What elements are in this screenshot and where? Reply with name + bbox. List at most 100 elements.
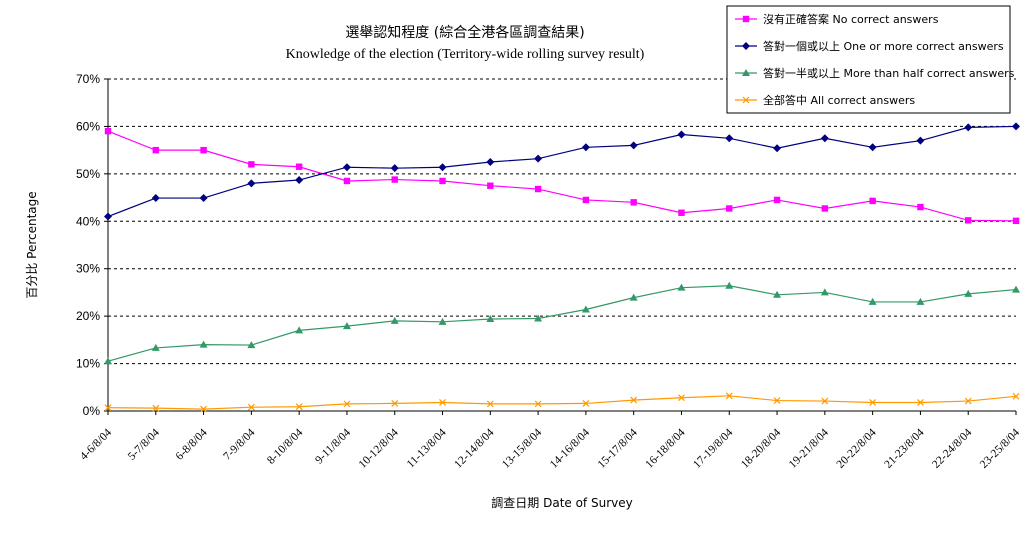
data-point: [726, 205, 733, 212]
y-tick-label: 40%: [76, 214, 100, 228]
data-point: [438, 317, 447, 325]
data-point: [486, 314, 495, 322]
chart-subtitle: Knowledge of the election (Territory-wid…: [286, 47, 645, 62]
series-3: [104, 281, 1020, 365]
data-point: [199, 340, 208, 348]
data-point: [821, 205, 829, 212]
data-point: [104, 404, 112, 412]
data-point: [820, 288, 829, 296]
marker-stroke: [295, 403, 303, 411]
x-tick-label: 17-19/8/04: [691, 426, 735, 470]
data-point: [486, 400, 494, 408]
data-point: [247, 403, 255, 411]
marker-stroke: [486, 400, 494, 408]
data-point: [152, 146, 159, 154]
x-tick-label: 7-9/8/04: [221, 426, 257, 462]
x-tick-label: 8-10/8/04: [265, 426, 305, 466]
x-tick-label: 20-22/8/04: [835, 426, 879, 470]
legend-label: 答對一個或以上 One or more correct answers: [763, 39, 1004, 53]
series-line: [107, 285, 1017, 362]
data-point: [678, 209, 685, 216]
series-line: [107, 130, 1017, 222]
marker-stroke: [247, 403, 255, 411]
marker-stroke: [1012, 392, 1020, 400]
data-point: [773, 144, 782, 153]
legend-label: 答對一半或以上 More than half correct answers: [763, 66, 1015, 80]
data-point: [1012, 122, 1020, 131]
data-point: [725, 392, 733, 400]
data-point: [438, 163, 447, 172]
marker-stroke: [534, 400, 542, 408]
data-point: [582, 196, 590, 204]
data-point: [200, 146, 207, 154]
data-point: [534, 154, 543, 163]
data-point: [964, 289, 973, 297]
x-tick-label: 23-25/8/04: [978, 426, 1020, 470]
marker-stroke: [391, 399, 399, 407]
data-point: [868, 143, 877, 152]
y-tick-label: 10%: [76, 357, 100, 371]
marker-stroke: [582, 399, 590, 407]
x-tick-label: 13-15/8/04: [500, 426, 544, 470]
x-tick-labels: 4-6/8/04 5-7/8/04 6-8/8/04 7-9/8/04 8-10/8/0…: [78, 426, 1020, 470]
legend-swatch-marker: [742, 15, 750, 23]
y-tick-label: 20%: [76, 309, 100, 323]
legend-swatch-marker: [742, 69, 750, 76]
legend-item-3: 答對一半或以上 More than half correct answers: [735, 66, 1015, 80]
marker-stroke: [200, 405, 208, 413]
data-point: [487, 182, 494, 189]
data-point: [439, 399, 446, 406]
data-point: [678, 394, 685, 402]
data-point: [821, 397, 829, 405]
x-tick-label: 19-21/8/04: [787, 426, 831, 470]
data-point: [295, 326, 304, 334]
legend-swatch-marker: [742, 42, 750, 50]
marker-stroke: [725, 392, 733, 400]
data-point: [916, 399, 924, 406]
data-point: [391, 399, 399, 407]
data-point: [964, 123, 973, 132]
legend-item-1: 沒有正確答案 No correct answers: [735, 12, 939, 26]
marker-stroke: [742, 96, 750, 104]
series-1: [104, 127, 1020, 225]
data-point: [917, 203, 924, 211]
data-point: [1012, 392, 1020, 400]
legend: 沒有正確答案 No correct answers 答對一個或以上 One or …: [726, 5, 1015, 114]
marker-stroke: [773, 397, 781, 404]
x-tick-label: 21-23/8/04: [882, 426, 926, 470]
x-tick-label: 5-7/8/04: [126, 426, 162, 462]
series-2: [104, 122, 1020, 221]
data-point: [343, 400, 351, 408]
marker-stroke: [152, 404, 160, 412]
legend-label: 沒有正確答案 No correct answers: [763, 12, 939, 26]
data-point: [630, 396, 638, 404]
x-axis-title: 調查日期 Date of Survey: [491, 496, 632, 510]
data-point: [868, 297, 877, 305]
data-point: [151, 194, 160, 203]
data-point: [820, 134, 829, 143]
data-point: [439, 177, 446, 185]
marker-stroke: [343, 400, 351, 408]
data-point: [725, 134, 734, 143]
data-point: [104, 212, 112, 221]
marker-stroke: [104, 404, 112, 412]
gridlines: [104, 78, 1017, 415]
y-tick-label: 70%: [76, 72, 100, 86]
y-tick-label: 50%: [76, 167, 100, 181]
data-point: [629, 141, 638, 150]
series-line: [107, 395, 1017, 410]
data-point: [342, 322, 351, 330]
legend-box: [726, 5, 1011, 114]
data-point: [725, 281, 734, 289]
data-point: [342, 163, 351, 172]
y-tick-label: 0%: [83, 404, 101, 418]
data-point: [916, 297, 925, 305]
y-tick-labels: 0% 10% 20% 30% 40% 50% 60% 70%: [76, 72, 100, 418]
data-point: [534, 314, 543, 322]
data-point: [534, 185, 542, 193]
data-point: [104, 357, 112, 365]
legend-item-2: 答對一個或以上 One or more correct answers: [735, 39, 1004, 53]
x-tick-label: 12-14/8/04: [452, 426, 496, 470]
data-point: [295, 176, 304, 185]
x-tick-label: 16-18/8/04: [643, 426, 687, 470]
